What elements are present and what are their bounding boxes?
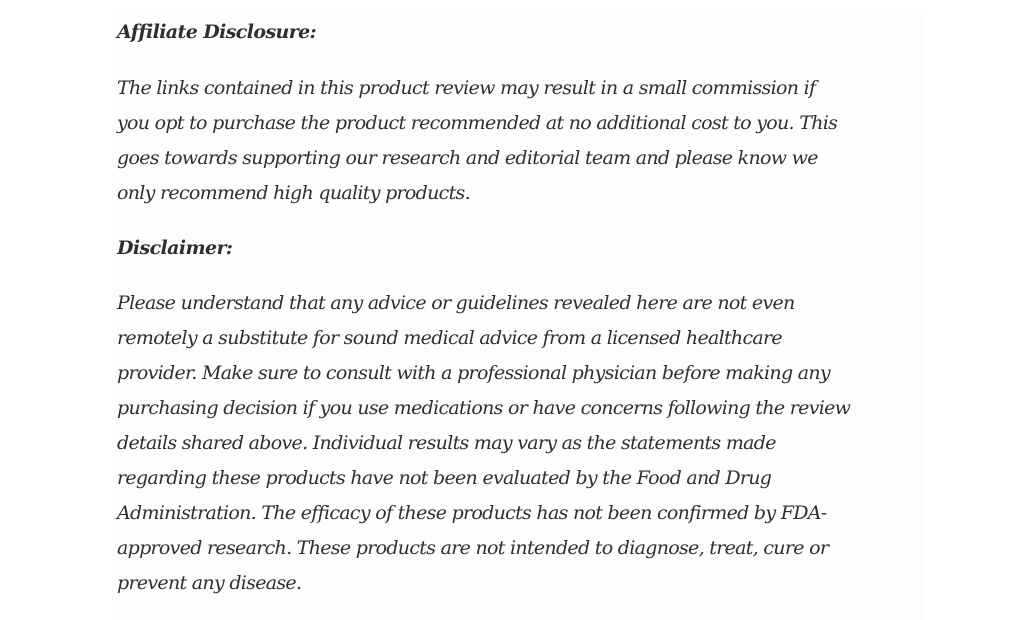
text-line: Please understand that any advice or gui… [117, 292, 795, 314]
text-line: prevent any disease. [117, 572, 302, 594]
text-line: regarding these products have not been e… [117, 467, 772, 489]
text-line: Administration. The efficacy of these pr… [117, 502, 827, 524]
text-line: purchasing decision if you use medicatio… [117, 397, 851, 419]
text-line: you opt to purchase the product recommen… [117, 112, 838, 134]
affiliate-disclosure-text: The links contained in this product revi… [117, 71, 838, 211]
text-line: goes towards supporting our research and… [117, 147, 818, 169]
text-line: only recommend high quality products. [117, 182, 471, 204]
affiliate-disclosure-heading: Affiliate Disclosure: [117, 21, 317, 43]
text-line: remotely a substitute for sound medical … [117, 327, 783, 349]
text-line: provider. Make sure to consult with a pr… [117, 362, 831, 384]
text-line: The links contained in this product revi… [117, 77, 816, 99]
disclaimer-text: Please understand that any advice or gui… [117, 286, 851, 601]
disclaimer-heading: Disclaimer: [117, 237, 233, 259]
content-box [112, 10, 925, 620]
text-line: approved research. These products are no… [117, 537, 829, 559]
text-line: details shared above. Individual results… [117, 432, 776, 454]
